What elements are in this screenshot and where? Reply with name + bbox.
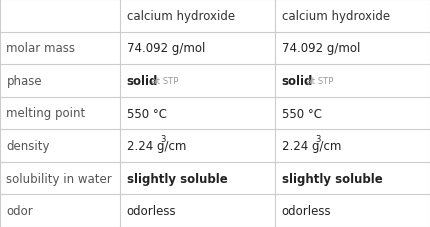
Text: 2.24 g/cm: 2.24 g/cm (282, 139, 341, 152)
Text: density: density (6, 139, 50, 152)
Text: solid: solid (127, 75, 158, 88)
Text: melting point: melting point (6, 107, 86, 120)
Text: molar mass: molar mass (6, 42, 75, 55)
Text: slightly soluble: slightly soluble (282, 172, 382, 185)
Text: phase: phase (6, 75, 42, 88)
Text: 550 °C: 550 °C (127, 107, 167, 120)
Text: slightly soluble: slightly soluble (127, 172, 227, 185)
Text: 74.092 g/mol: 74.092 g/mol (282, 42, 360, 55)
Text: at STP: at STP (146, 76, 178, 86)
Text: calcium hydroxide: calcium hydroxide (282, 10, 390, 23)
Text: 3: 3 (316, 134, 321, 143)
Text: 550 °C: 550 °C (282, 107, 322, 120)
Text: odorless: odorless (282, 204, 331, 217)
Text: 74.092 g/mol: 74.092 g/mol (127, 42, 205, 55)
Text: 2.24 g/cm: 2.24 g/cm (127, 139, 186, 152)
Text: solid: solid (282, 75, 313, 88)
Text: at STP: at STP (301, 76, 333, 86)
Text: 3: 3 (161, 134, 166, 143)
Text: odor: odor (6, 204, 33, 217)
Text: odorless: odorless (127, 204, 176, 217)
Text: solubility in water: solubility in water (6, 172, 112, 185)
Text: calcium hydroxide: calcium hydroxide (127, 10, 235, 23)
